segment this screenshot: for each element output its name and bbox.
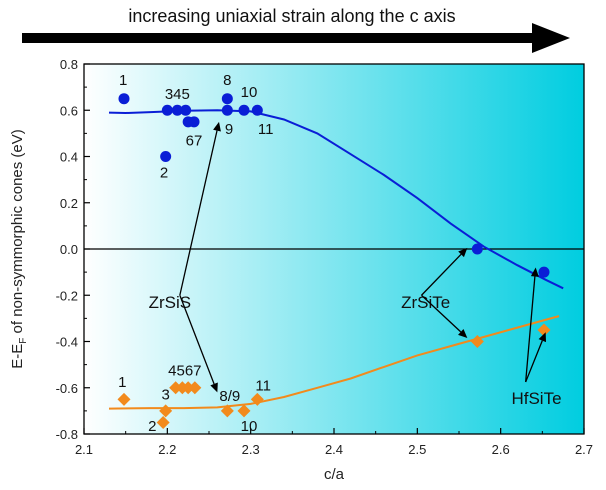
data-point-s2-11 bbox=[470, 335, 484, 348]
x-tick-label-5: 2.5 bbox=[408, 442, 426, 457]
y-tick-label-4: 0.2 bbox=[60, 196, 78, 211]
annotation-arrow-3-1 bbox=[525, 267, 539, 383]
y-axis-label-rest: of non-symmorphic cones (eV) bbox=[9, 129, 26, 337]
y-tick-label-2: 0.6 bbox=[60, 103, 78, 118]
y-axis-label-main: E-E bbox=[9, 344, 26, 369]
y-tick-label-5: 0.0 bbox=[60, 242, 78, 257]
point-label-3: 345 bbox=[165, 86, 190, 103]
data-point-s1-4 bbox=[171, 104, 183, 116]
data-point-s1-2 bbox=[160, 151, 172, 162]
data-point-s2-3 bbox=[159, 404, 173, 418]
data-point-s2-8 bbox=[220, 404, 234, 418]
x-tick-label-7: 2.7 bbox=[575, 442, 593, 457]
annotation-label-2: ZrSiTe bbox=[401, 293, 450, 312]
point-label-5: 8 bbox=[223, 72, 231, 89]
x-tick-label-1: 2.1 bbox=[75, 442, 93, 457]
data-point-s2-9 bbox=[237, 404, 251, 418]
data-point-s2-10 bbox=[250, 392, 264, 406]
data-point-s2-6 bbox=[181, 381, 195, 395]
point-label-12: 4567 bbox=[168, 362, 201, 379]
arrow-shaft bbox=[421, 294, 462, 333]
point-label-15: 11 bbox=[255, 377, 271, 394]
annotation-label-3: HfSiTe bbox=[511, 389, 561, 408]
arrow-shaft bbox=[179, 130, 218, 296]
point-label-4: 67 bbox=[186, 132, 203, 149]
data-point-s2-7 bbox=[188, 381, 202, 395]
data-point-s1-12 bbox=[471, 243, 483, 255]
y-tick-label-9: -0.8 bbox=[56, 427, 78, 442]
y-tick-label-6: -0.2 bbox=[56, 288, 78, 303]
arrow-head bbox=[530, 267, 539, 277]
data-point-s2-12 bbox=[537, 323, 551, 337]
data-point-s1-8 bbox=[221, 93, 233, 105]
data-point-s1-3 bbox=[161, 104, 173, 116]
point-label-2: 2 bbox=[160, 165, 168, 182]
arrow-head bbox=[538, 332, 547, 343]
x-tick-label-4: 2.4 bbox=[325, 442, 343, 457]
data-point-s1-9 bbox=[221, 104, 233, 116]
x-tick-label-3: 2.3 bbox=[242, 442, 260, 457]
x-tick-label-6: 2.6 bbox=[492, 442, 510, 457]
arrow-head bbox=[213, 121, 221, 132]
arrow-head bbox=[210, 382, 218, 393]
y-tick-label-7: -0.4 bbox=[56, 335, 78, 350]
data-point-s1-7 bbox=[188, 116, 200, 128]
y-axis-ticks: 0.8 0.6 0.4 0.2 0.0 -0.2 -0.4 -0.6 -0.8 bbox=[56, 57, 90, 442]
data-points bbox=[117, 93, 551, 429]
data-point-s1-1 bbox=[118, 93, 130, 105]
data-point-s1-10 bbox=[238, 104, 250, 116]
arrow-shaft bbox=[421, 253, 462, 296]
annotation-arrow-2-1 bbox=[421, 247, 468, 296]
x-axis-ticks: 2.1 2.2 2.3 2.4 2.5 2.6 2.7 bbox=[75, 428, 593, 457]
arrow-shaft bbox=[525, 340, 543, 383]
annotation-arrow-2-2 bbox=[421, 294, 468, 339]
point-label-9: 1 bbox=[118, 374, 126, 391]
y-axis-label-subscript: F bbox=[18, 338, 29, 344]
annotation-arrow-1-2 bbox=[179, 295, 218, 393]
point-label-8: 11 bbox=[258, 121, 274, 138]
chart-title: increasing uniaxial strain along the c a… bbox=[128, 6, 455, 26]
y-axis-label: E-EF of non-symmorphic cones (eV) bbox=[9, 129, 29, 369]
data-point-s2-1 bbox=[117, 392, 131, 406]
strain-arrow bbox=[22, 23, 570, 53]
point-label-10: 2 bbox=[148, 418, 156, 435]
y-tick-label-8: -0.6 bbox=[56, 381, 78, 396]
point-label-6: 9 bbox=[225, 121, 233, 138]
arrow-shaft bbox=[179, 295, 215, 385]
data-point-s1-11 bbox=[251, 104, 263, 116]
annotation-arrow-1-1 bbox=[179, 121, 221, 296]
data-point-s2-4 bbox=[169, 381, 183, 395]
arrow-shaft bbox=[525, 276, 536, 383]
point-label-1: 1 bbox=[119, 72, 127, 89]
x-axis-label: c/a bbox=[324, 466, 345, 483]
point-label-13: 8/9 bbox=[219, 388, 240, 405]
data-point-s1-13 bbox=[538, 266, 550, 278]
fit-curve-2 bbox=[108, 315, 560, 410]
point-label-7: 10 bbox=[241, 84, 258, 101]
point-label-11: 3 bbox=[161, 387, 169, 404]
point-label-14: 10 bbox=[241, 418, 258, 435]
arrow-head bbox=[458, 328, 468, 339]
y-tick-label-1: 0.8 bbox=[60, 57, 78, 72]
data-point-s1-5 bbox=[180, 104, 192, 116]
y-tick-label-3: 0.4 bbox=[60, 150, 78, 165]
arrow-head bbox=[458, 247, 468, 258]
annotation-arrow-3-2 bbox=[525, 332, 547, 383]
x-tick-label-2: 2.2 bbox=[158, 442, 176, 457]
data-point-s2-2 bbox=[156, 415, 170, 429]
